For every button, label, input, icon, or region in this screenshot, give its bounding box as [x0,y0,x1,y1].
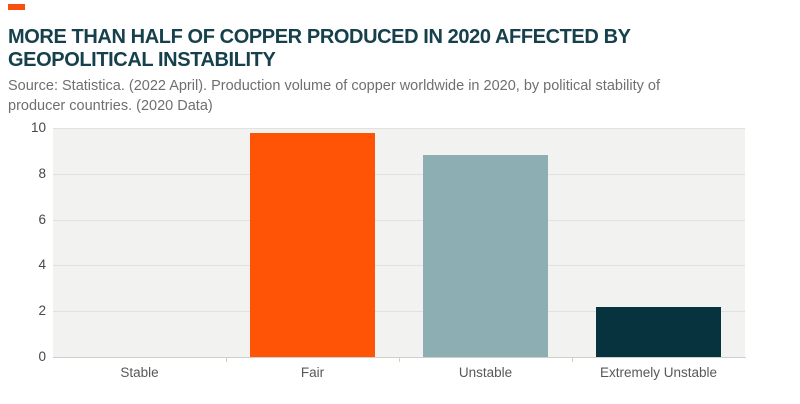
x-axis-category-label: Extremely Unstable [599,365,718,380]
y-axis-tick-label: 10 [30,120,46,135]
x-axis-line [53,357,746,358]
x-axis-tick [399,358,400,362]
gridline [53,265,745,267]
y-axis-tick-label: 4 [38,257,46,273]
accent-dash [8,4,25,10]
gridline [53,173,745,175]
source-citation: Source: Statistica. (2022 April). Produc… [8,76,748,116]
source-citation-line1: Source: Statistica. (2022 April). Produc… [8,77,661,94]
bar-unstable [423,155,548,357]
plot-area [53,128,745,357]
gridline [53,311,745,313]
x-axis-category-label: Fair [300,365,325,380]
y-axis-tick-label: 2 [38,303,46,319]
x-axis-tick [572,358,573,362]
source-citation-line2: producer countries. (2020 Data) [8,97,213,114]
x-axis-category-label: Stable [120,365,159,380]
bar-fair [250,132,375,357]
bar-extremely-unstable [596,306,721,357]
y-axis-tick-label: 0 [38,349,46,364]
x-axis-category-label: Unstable [458,365,513,380]
gridline [53,128,745,129]
page-title-line2: GEOPOLITICAL INSTABILITY [8,49,276,72]
page-title: MORE THAN HALF OF COPPER PRODUCED IN 202… [8,26,728,72]
x-axis-tick [226,358,227,362]
gridline [53,219,745,221]
y-axis-tick-label: 6 [38,211,46,227]
y-axis-tick-label: 8 [38,165,46,181]
page-title-line1: MORE THAN HALF OF COPPER PRODUCED IN 202… [8,26,631,49]
